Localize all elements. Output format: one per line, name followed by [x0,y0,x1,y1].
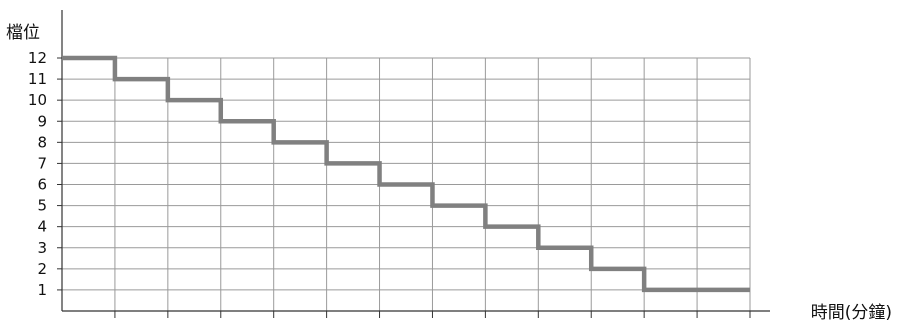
y-tick-label: 3 [37,239,47,257]
x-tick-marks [114,311,751,318]
series-step-line [62,55,750,293]
y-tick-label: 12 [28,49,47,67]
y-tick-label: 8 [37,133,47,151]
y-tick-label: 10 [28,91,47,109]
y-tick-label: 5 [37,197,47,215]
y-tick-label: 11 [28,70,47,88]
y-tick-label: 1 [37,281,47,299]
x-axis-title: 時間(分鐘) [811,303,892,321]
y-axis-title: 檔位 [6,23,40,43]
y-tick-label: 4 [37,218,47,236]
y-tick-label: 7 [37,154,47,172]
series-group [62,55,750,293]
y-tick-label: 9 [37,112,47,130]
y-tick-label: 6 [37,176,47,194]
y-tick-label: 2 [37,260,47,278]
